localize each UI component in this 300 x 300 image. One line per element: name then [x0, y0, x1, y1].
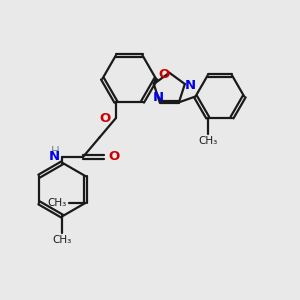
- Text: O: O: [158, 68, 169, 81]
- Text: CH₃: CH₃: [47, 198, 67, 208]
- Text: H: H: [51, 145, 60, 158]
- Text: N: N: [185, 79, 196, 92]
- Text: CH₃: CH₃: [53, 235, 72, 245]
- Text: O: O: [99, 112, 110, 125]
- Text: O: O: [108, 150, 120, 163]
- Text: N: N: [153, 91, 164, 104]
- Text: CH₃: CH₃: [198, 136, 217, 146]
- Text: N: N: [49, 150, 60, 163]
